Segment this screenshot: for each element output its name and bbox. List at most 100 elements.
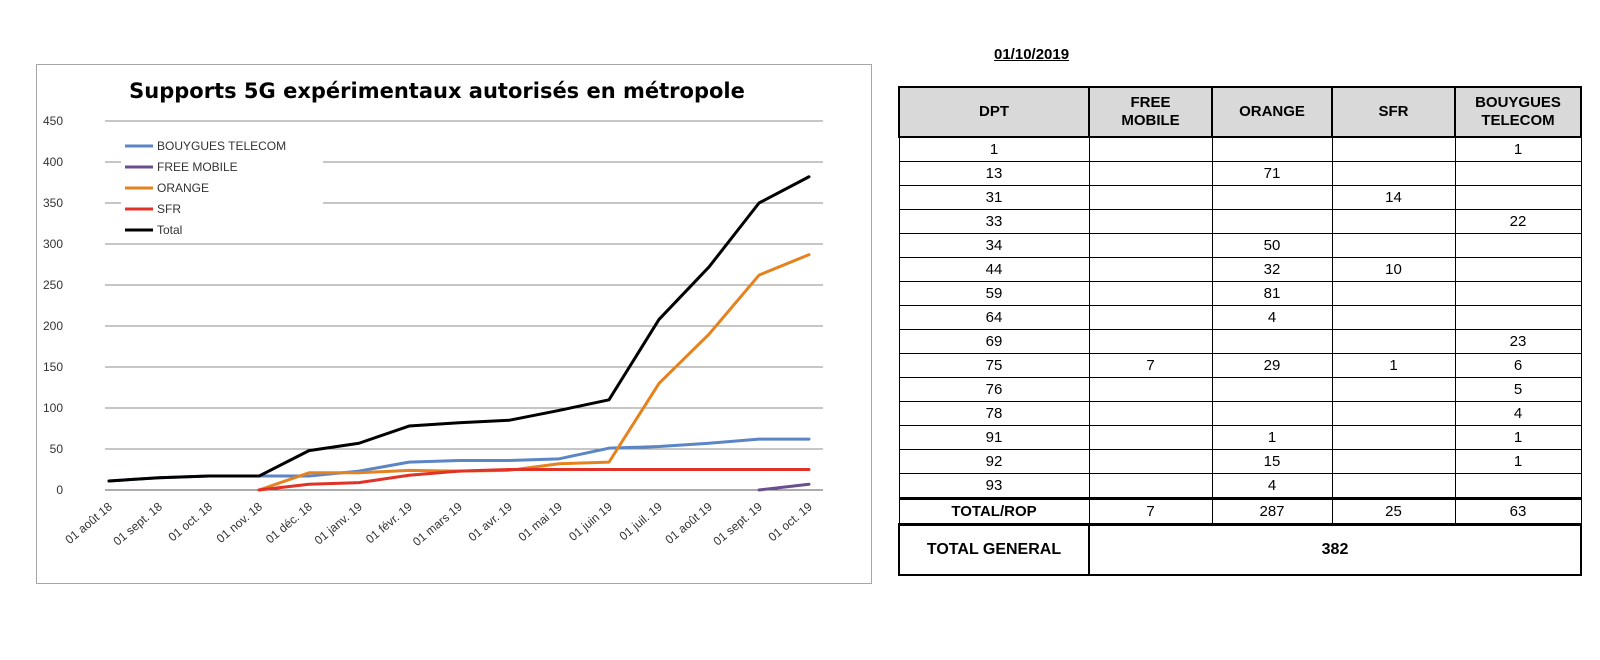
x-tick-label: 01 juil. 19 xyxy=(617,499,666,543)
y-tick-label: 450 xyxy=(43,114,63,128)
cell-bouygues xyxy=(1454,473,1582,499)
cell-orange xyxy=(1211,185,1333,210)
cell-orange: 4 xyxy=(1211,473,1333,499)
cell-free xyxy=(1088,281,1213,306)
cell-dpt: 92 xyxy=(898,449,1090,474)
y-tick-label: 50 xyxy=(50,442,64,456)
cell-orange xyxy=(1211,329,1333,354)
table-row: 93 4 xyxy=(898,473,1582,499)
chart-title: Supports 5G expérimentaux autorisés en m… xyxy=(129,79,745,103)
cell-orange: 29 xyxy=(1211,353,1333,378)
cell-free xyxy=(1088,233,1213,258)
cell-sfr xyxy=(1331,449,1456,474)
line-chart: Supports 5G expérimentaux autorisés en m… xyxy=(43,79,823,549)
cell-bouygues xyxy=(1454,305,1582,330)
table-row: 76 5 xyxy=(898,377,1582,402)
x-tick-label: 01 mars 19 xyxy=(410,499,465,549)
cell-sfr: 10 xyxy=(1331,257,1456,282)
cell-orange: 71 xyxy=(1211,161,1333,186)
x-tick-label: 01 oct. 19 xyxy=(766,499,816,544)
cell-bouygues xyxy=(1454,257,1582,282)
y-tick-label: 100 xyxy=(43,401,63,415)
x-tick-label: 01 mai 19 xyxy=(516,499,566,544)
total-general-row: TOTAL GENERAL 382 xyxy=(898,523,1582,576)
y-tick-label: 300 xyxy=(43,237,63,251)
cell-sfr xyxy=(1331,233,1456,258)
total-rop-sfr: 25 xyxy=(1331,497,1456,526)
table-row: 31 14 xyxy=(898,185,1582,210)
cell-dpt: 33 xyxy=(898,209,1090,234)
cell-bouygues xyxy=(1454,185,1582,210)
cell-free xyxy=(1088,161,1213,186)
cell-dpt: 93 xyxy=(898,473,1090,499)
cell-free: 7 xyxy=(1088,353,1213,378)
legend-label: BOUYGUES TELECOM xyxy=(157,139,286,153)
cell-bouygues xyxy=(1454,281,1582,306)
cell-dpt: 91 xyxy=(898,425,1090,450)
total-rop-label: TOTAL/ROP xyxy=(898,497,1090,526)
cell-free xyxy=(1088,425,1213,450)
cell-free xyxy=(1088,377,1213,402)
header-orange: ORANGE xyxy=(1211,86,1333,138)
cell-dpt: 59 xyxy=(898,281,1090,306)
cell-dpt: 76 xyxy=(898,377,1090,402)
cell-orange: 32 xyxy=(1211,257,1333,282)
header-free-mobile: FREE MOBILE xyxy=(1088,86,1213,138)
x-tick-label: 01 août 19 xyxy=(662,499,715,546)
cell-free xyxy=(1088,305,1213,330)
cell-bouygues: 22 xyxy=(1454,209,1582,234)
legend-label: Total xyxy=(157,223,182,237)
cell-sfr xyxy=(1331,377,1456,402)
x-tick-label: 01 janv. 19 xyxy=(312,499,366,547)
x-tick-label: 01 juin 19 xyxy=(566,499,615,543)
legend-label: SFR xyxy=(157,202,181,216)
cell-sfr xyxy=(1331,136,1456,162)
cell-orange: 50 xyxy=(1211,233,1333,258)
cell-orange: 4 xyxy=(1211,305,1333,330)
cell-bouygues: 23 xyxy=(1454,329,1582,354)
cell-sfr xyxy=(1331,305,1456,330)
table-row: 75 7 29 1 6 xyxy=(898,353,1582,378)
cell-orange xyxy=(1211,401,1333,426)
header-sfr: SFR xyxy=(1331,86,1456,138)
total-general-value: 382 xyxy=(1088,523,1582,576)
series-line-sfr xyxy=(257,468,811,492)
cell-dpt: 75 xyxy=(898,353,1090,378)
table-row: 91 1 1 xyxy=(898,425,1582,450)
total-rop-row: TOTAL/ROP 7 287 25 63 xyxy=(898,497,1582,526)
series-line-total xyxy=(107,175,811,483)
cell-orange xyxy=(1211,377,1333,402)
cell-sfr xyxy=(1331,401,1456,426)
y-tick-label: 150 xyxy=(43,360,63,374)
x-tick-label: 01 nov. 18 xyxy=(214,499,265,545)
cell-orange: 15 xyxy=(1211,449,1333,474)
total-rop-bouygues: 63 xyxy=(1454,497,1582,526)
table-date: 01/10/2019 xyxy=(994,46,1070,63)
cell-orange xyxy=(1211,136,1333,162)
x-tick-label: 01 avr. 19 xyxy=(466,499,516,544)
cell-free xyxy=(1088,329,1213,354)
y-tick-label: 0 xyxy=(56,483,63,497)
x-tick-label: 01 août 18 xyxy=(62,499,115,546)
cell-bouygues: 4 xyxy=(1454,401,1582,426)
table-row: 69 23 xyxy=(898,329,1582,354)
x-tick-label: 01 sept. 19 xyxy=(710,499,765,548)
cell-sfr xyxy=(1331,425,1456,450)
table-row: 59 81 xyxy=(898,281,1582,306)
cell-bouygues: 5 xyxy=(1454,377,1582,402)
cell-bouygues: 6 xyxy=(1454,353,1582,378)
cell-sfr xyxy=(1331,161,1456,186)
table-row: 13 71 xyxy=(898,161,1582,186)
cell-free xyxy=(1088,449,1213,474)
y-tick-label: 250 xyxy=(43,278,63,292)
cell-dpt: 44 xyxy=(898,257,1090,282)
total-general-label: TOTAL GENERAL xyxy=(898,523,1090,576)
legend-box xyxy=(121,133,323,239)
department-table: DPT FREE MOBILE ORANGE SFR BOUYGUES TELECO… xyxy=(898,86,1582,576)
series-line-orange xyxy=(257,253,811,492)
cell-sfr xyxy=(1331,329,1456,354)
cell-free xyxy=(1088,185,1213,210)
cell-sfr xyxy=(1331,473,1456,499)
cell-free xyxy=(1088,401,1213,426)
